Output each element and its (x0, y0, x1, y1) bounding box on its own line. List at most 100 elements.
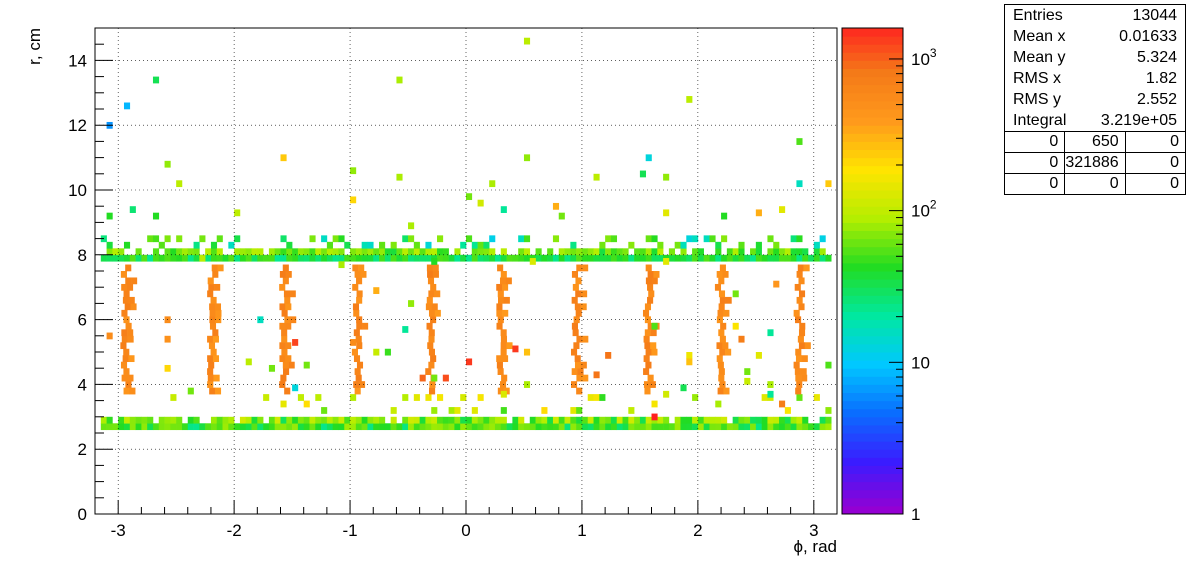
y-tick-label: 0 (78, 505, 87, 524)
palette-segment (842, 149, 903, 159)
outer-ring-cell (576, 254, 583, 262)
inner-ring-cell (471, 416, 478, 424)
outer-ring-cell (367, 254, 374, 262)
outer-ring-cell (744, 254, 751, 262)
rib-cell (426, 264, 433, 272)
outer-ring-cell (558, 248, 565, 256)
heatmap-point (350, 196, 357, 204)
rib-cell (573, 316, 580, 324)
stats-box: Entries 13044 Mean x 0.01633 Mean y 5.32… (1004, 4, 1186, 195)
heatmap-point (408, 300, 415, 307)
outer-ring-cell (715, 254, 722, 262)
inner-ring-cell (605, 416, 612, 424)
outer-ring-cell (228, 241, 235, 249)
rib-cell (123, 290, 130, 298)
inner-ring-cell (390, 416, 397, 424)
outer-ring-cell (697, 248, 704, 256)
inner-ring-cell (373, 423, 380, 431)
inner-ring-cell (123, 416, 131, 424)
inner-ring-cell (274, 416, 281, 424)
rib-cell (432, 271, 439, 278)
inner-ring-cell (257, 416, 264, 424)
heatmap-point (187, 387, 194, 395)
rib-cell (207, 368, 214, 375)
rib-cell (497, 290, 504, 298)
outer-ring-cell (257, 248, 264, 256)
heatmap-point (558, 212, 565, 220)
outer-ring-cell (645, 254, 652, 262)
palette-segment (842, 311, 903, 321)
rib-cell (714, 283, 722, 291)
rib-cell (650, 342, 657, 350)
inner-ring-cell (390, 407, 397, 414)
inner-ring-cell (628, 416, 635, 424)
outer-ring-cell (460, 254, 467, 262)
heatmap-point (489, 180, 496, 188)
rib-cell (717, 361, 724, 369)
heatmap-point (431, 374, 438, 382)
palette-segment (842, 165, 903, 175)
inner-ring-cell (251, 423, 258, 431)
inner-ring-cell (616, 416, 623, 424)
outer-ring-cell (466, 254, 473, 262)
rib-cell (355, 335, 362, 343)
outer-ring-cell (234, 254, 241, 262)
palette-segment (842, 457, 903, 466)
heatmap-point (396, 76, 403, 84)
stats-table-cell: 0 (1065, 174, 1126, 194)
outer-ring-cell (657, 241, 664, 249)
inner-ring-cell (367, 416, 374, 424)
rib-cell (282, 277, 289, 285)
palette-segment (842, 287, 903, 296)
stats-meany-row: Mean y 5.324 (1005, 47, 1185, 68)
y-tick-label: 10 (68, 181, 87, 200)
stats-entries-label: Entries (1013, 7, 1063, 24)
outer-ring-cell (500, 248, 507, 256)
rib-cell (125, 277, 132, 285)
rib-cell (723, 309, 730, 317)
rib-cell (717, 387, 724, 395)
outer-ring-cell (721, 235, 728, 243)
rib-cell (576, 335, 583, 343)
rib-cell (718, 368, 725, 375)
rib-cell (651, 277, 658, 285)
palette-segment (842, 416, 903, 426)
y-tick-label: 4 (78, 375, 87, 394)
outer-ring-cell (321, 248, 328, 256)
rib-cell (212, 355, 220, 363)
inner-ring-cell (176, 423, 183, 431)
outer-ring-cell (425, 248, 432, 256)
inner-ring-cell (587, 423, 594, 431)
rib-cell (503, 296, 510, 304)
palette-segment (842, 68, 903, 78)
heatmap-point (738, 335, 745, 343)
heatmap-point (373, 287, 380, 294)
heatmap-point (755, 352, 762, 359)
heatmap-point (663, 258, 670, 265)
inner-ring-cell (413, 394, 420, 401)
outer-ring-cell (657, 254, 664, 262)
rib-cell (574, 355, 581, 363)
heatmap-point (292, 384, 299, 392)
outer-ring-cell (239, 254, 247, 262)
outer-ring-cell (332, 248, 339, 256)
outer-ring-cell (518, 254, 525, 262)
outer-ring-cell (454, 254, 461, 262)
inner-ring-cell (819, 423, 826, 431)
inner-ring-cell (779, 423, 786, 431)
inner-ring-cell (408, 423, 415, 431)
heatmap-point (767, 329, 774, 337)
inner-ring-cell (263, 423, 270, 431)
rib-cell (122, 296, 129, 304)
inner-ring-cell (825, 407, 832, 414)
palette-segment (842, 125, 903, 134)
y-tick-label: 6 (78, 311, 87, 330)
rib-cell (498, 296, 505, 304)
inner-ring-cell (442, 423, 449, 431)
outer-ring-cell (228, 254, 235, 262)
heatmap-point (164, 364, 171, 372)
outer-ring-cell (767, 254, 774, 262)
inner-ring-cell (228, 423, 235, 431)
inner-ring-cell (448, 407, 455, 414)
inner-ring-cell (761, 394, 768, 401)
